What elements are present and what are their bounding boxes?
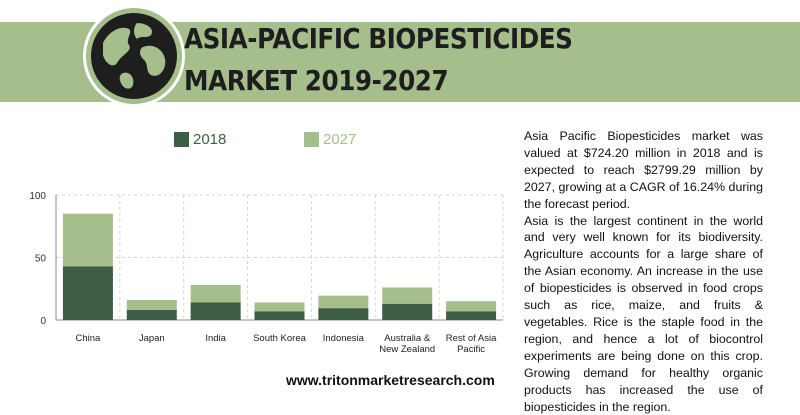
legend-swatch-2027 xyxy=(304,131,319,147)
y-tick-label: 0 xyxy=(40,316,46,327)
bar-2018-5 xyxy=(382,303,433,320)
bar-2018-6 xyxy=(446,311,497,320)
bar-2027-2 xyxy=(190,285,241,303)
y-tick-label: 50 xyxy=(35,254,47,265)
globe-icon xyxy=(91,13,177,99)
market-description: Asia Pacific Biopesticides market was va… xyxy=(524,128,763,415)
legend-label-2018: 2018 xyxy=(193,130,227,148)
stacked-bar-chart: 0 50 100 China Japan India South Korea Indonesi… xyxy=(29,191,504,355)
legend-swatch-2018 xyxy=(174,131,189,147)
bar-2018-2 xyxy=(190,302,241,320)
bar-2027-6 xyxy=(446,301,497,312)
description-paragraph-2: Asia is the largest continent in the wor… xyxy=(524,213,763,414)
bar-2018-1 xyxy=(126,310,177,320)
x-tick-label: Indonesia xyxy=(323,333,365,344)
bar-2027-3 xyxy=(254,302,305,312)
title-line-2: MARKET 2019-2027 xyxy=(184,64,449,97)
x-tick-label: China xyxy=(76,333,102,344)
bar-2018-4 xyxy=(318,308,369,320)
x-tick-label: India xyxy=(205,333,226,344)
legend-label-2027: 2027 xyxy=(323,130,357,148)
title-line-1: ASIA-PACIFIC BIOPESTICIDES xyxy=(184,22,573,55)
y-tick-label: 100 xyxy=(29,191,46,202)
bar-2027-5 xyxy=(382,287,433,304)
bar-2027-0 xyxy=(62,213,113,267)
x-tick-label: South Korea xyxy=(253,333,307,344)
bar-2018-3 xyxy=(254,311,305,320)
x-tick-label: Australia & New Zealand xyxy=(379,333,435,355)
website-url: www.tritonmarketresearch.com xyxy=(286,372,495,388)
bar-2018-0 xyxy=(62,266,113,320)
legend-item-2018: 2018 xyxy=(174,130,226,148)
x-tick-label: Japan xyxy=(139,333,165,344)
bar-2027-1 xyxy=(126,300,177,310)
description-paragraph-1: Asia Pacific Biopesticides market was va… xyxy=(524,129,763,211)
bar-2027-4 xyxy=(318,295,369,309)
x-tick-label: Rest of Asia Pacific xyxy=(446,333,497,355)
legend-item-2027: 2027 xyxy=(304,130,356,148)
